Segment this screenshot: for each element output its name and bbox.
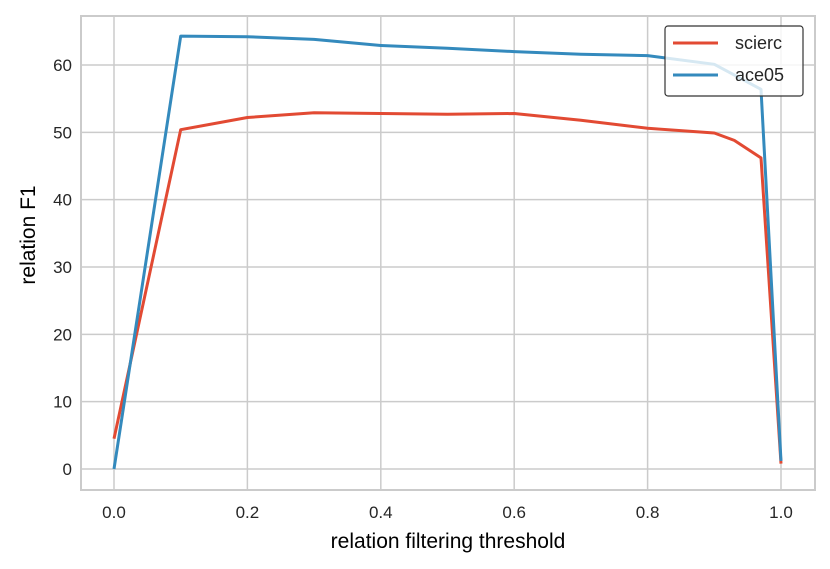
x-axis-label: relation filtering threshold: [331, 530, 566, 553]
y-tick-label: 60: [53, 56, 72, 75]
plot-frame: [80, 15, 816, 491]
series-line-scierc: [112, 111, 783, 464]
x-tick-label: 0.8: [636, 503, 660, 522]
x-tick-label: 0.2: [236, 503, 260, 522]
y-axis-ticks: 0 10 20 30 40 50 60: [53, 56, 72, 479]
legend-box: [664, 25, 804, 97]
y-tick-label: 20: [53, 325, 72, 344]
series-line-ace05: [112, 34, 783, 470]
y-tick-label: 40: [53, 191, 72, 210]
x-tick-label: 0.4: [369, 503, 393, 522]
legend-label-ace05: ace05: [735, 65, 784, 85]
x-tick-label: 0.0: [102, 503, 126, 522]
y-axis-label: relation F1: [17, 185, 40, 284]
legend: scierc ace05: [664, 25, 804, 97]
x-tick-label: 0.6: [502, 503, 526, 522]
y-tick-label: 30: [53, 258, 72, 277]
y-tick-label: 0: [63, 460, 72, 479]
x-axis-ticks: 0.0 0.2 0.4 0.6 0.8 1.0: [102, 503, 793, 522]
x-tick-label: 1.0: [769, 503, 793, 522]
y-tick-label: 10: [53, 393, 72, 412]
legend-label-scierc: scierc: [735, 33, 782, 53]
series-lines: [112, 34, 783, 470]
y-tick-label: 50: [53, 123, 72, 142]
